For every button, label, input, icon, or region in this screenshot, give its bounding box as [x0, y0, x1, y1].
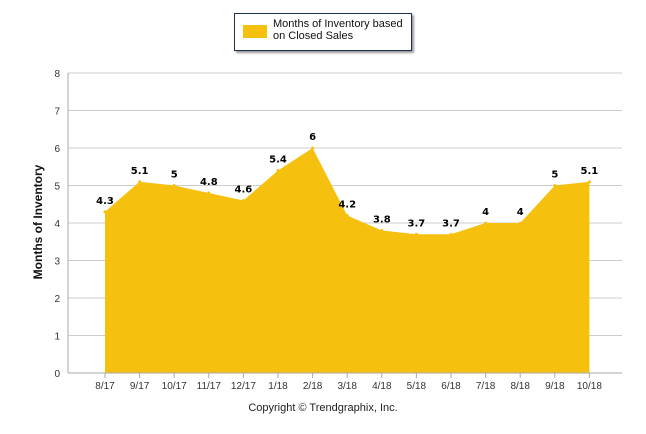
data-labels: 4.3 5.1 5 4.8 4.6 5.4 6 4.2 3.8 3.7 3.7 4 4 5 5.1	[96, 132, 598, 229]
x-tick-labels: 8/17 9/17 10/17 11/17 12/17 1/18 2/18 3/18 4/18 5…	[95, 381, 602, 392]
axes	[67, 73, 622, 378]
data-point	[207, 191, 211, 195]
x-tick-label: 2/18	[303, 381, 323, 392]
data-label: 4	[517, 207, 524, 218]
data-point	[103, 210, 107, 214]
x-tick-label: 8/18	[510, 381, 530, 392]
data-label: 5.1	[131, 166, 149, 177]
x-tick-label: 9/18	[545, 381, 565, 392]
data-label: 4.8	[200, 177, 218, 188]
data-label: 4.2	[338, 200, 356, 211]
y-tick-label: 7	[54, 107, 60, 118]
data-point	[380, 229, 384, 232]
x-tick-label: 1/18	[268, 381, 288, 392]
data-label: 5	[551, 170, 558, 181]
data-point	[587, 180, 591, 184]
legend-label: Months of Inventory based on Closed Sale…	[273, 18, 403, 42]
x-tick-label: 10/17	[162, 381, 187, 392]
data-label: 5.1	[581, 166, 599, 177]
data-label: 5	[171, 170, 178, 181]
data-point	[311, 146, 315, 150]
data-point	[518, 221, 522, 225]
copyright-text: Copyright © Trendgraphix, Inc.	[248, 402, 398, 414]
x-tick-label: 3/18	[337, 381, 357, 392]
x-tick-label: 11/17	[197, 381, 222, 392]
y-tick-label: 0	[54, 369, 60, 380]
y-tick-label: 4	[54, 219, 60, 230]
x-tick-label: 12/17	[231, 381, 256, 392]
data-point	[449, 232, 453, 236]
y-tick-label: 6	[54, 144, 60, 155]
data-label: 6	[309, 132, 316, 143]
y-tick-label: 1	[54, 332, 60, 343]
data-label: 4.3	[96, 196, 114, 207]
x-tick-label: 8/17	[95, 381, 115, 392]
data-point	[414, 232, 418, 236]
legend-swatch	[243, 25, 267, 38]
data-label: 4	[482, 207, 489, 218]
data-point	[138, 180, 142, 184]
y-tick-label: 8	[54, 69, 60, 80]
legend: Months of Inventory based on Closed Sale…	[234, 13, 412, 51]
data-label: 3.8	[373, 215, 391, 226]
y-tick-label: 5	[54, 182, 60, 193]
x-tick-label: 4/18	[372, 381, 392, 392]
data-label: 4.6	[235, 185, 253, 196]
x-tick-label: 5/18	[407, 381, 427, 392]
series-area-fill	[105, 148, 590, 373]
data-label: 5.4	[269, 155, 287, 166]
data-point	[484, 221, 488, 225]
y-tick-label: 3	[54, 257, 60, 268]
data-point	[276, 169, 280, 172]
x-tick-label: 6/18	[441, 381, 461, 392]
x-tick-label: 9/17	[130, 381, 150, 392]
x-tick-label: 7/18	[476, 381, 496, 392]
data-point	[553, 184, 557, 187]
y-tick-labels: 0 1 2 3 4 5 6 7 8	[54, 69, 60, 380]
data-label: 3.7	[408, 218, 426, 229]
y-axis-label: Months of Inventory	[31, 164, 45, 280]
data-point	[172, 184, 176, 187]
data-point	[345, 214, 349, 217]
x-tick-label: 10/18	[577, 381, 602, 392]
series-area	[103, 146, 591, 373]
data-point	[241, 199, 245, 202]
data-label: 3.7	[442, 218, 460, 229]
y-tick-label: 2	[54, 294, 60, 305]
